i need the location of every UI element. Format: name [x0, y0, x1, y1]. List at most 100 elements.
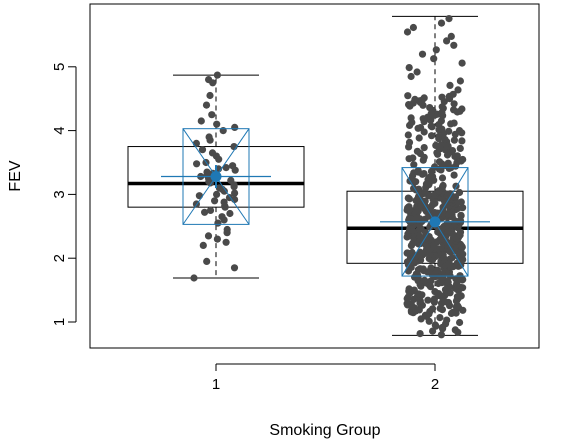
data-point [420, 94, 428, 102]
data-point [206, 206, 215, 214]
y-tick-label: 3 [51, 190, 68, 198]
data-point [414, 167, 422, 175]
data-point [437, 19, 446, 27]
x-tick-label: 1 [212, 376, 220, 393]
data-point [428, 132, 436, 140]
data-point [202, 101, 211, 109]
data-point [411, 95, 419, 103]
data-point [214, 219, 222, 227]
data-point [449, 90, 457, 98]
data-point [193, 160, 201, 168]
data-point [453, 152, 461, 160]
data-point [449, 308, 457, 316]
data-point [448, 147, 457, 155]
data-point [427, 122, 435, 130]
data-point [405, 285, 413, 293]
data-point [222, 238, 230, 246]
data-point [446, 190, 454, 198]
data-point [422, 241, 430, 249]
data-point [450, 171, 458, 179]
data-point [420, 144, 428, 152]
data-point [404, 194, 412, 202]
data-point [455, 127, 464, 135]
data-point [408, 248, 416, 257]
data-point [407, 114, 415, 122]
y-tick-label: 1 [51, 318, 68, 326]
data-point [213, 235, 221, 243]
data-point [213, 71, 221, 79]
data-point [424, 296, 432, 304]
data-point [223, 225, 231, 234]
data-point [458, 137, 466, 145]
data-point [403, 28, 412, 36]
data-point [450, 100, 458, 108]
data-point [433, 266, 441, 274]
data-point [445, 15, 453, 23]
data-point [195, 192, 203, 200]
data-point [457, 198, 465, 206]
data-point [197, 117, 205, 125]
data-point [430, 55, 438, 63]
data-point [405, 203, 413, 211]
mean-overlay-layer [161, 128, 490, 277]
data-point [416, 330, 424, 338]
data-point [448, 254, 456, 262]
data-point [427, 264, 435, 272]
data-point [443, 316, 451, 324]
data-point [203, 257, 211, 265]
data-point [208, 111, 216, 119]
data-point [444, 159, 452, 167]
data-point [420, 276, 429, 284]
data-point [445, 127, 453, 135]
data-point [205, 76, 213, 84]
data-point [457, 211, 465, 219]
data-point [203, 168, 211, 176]
data-point [227, 176, 235, 184]
data-point [413, 147, 421, 155]
data-point [416, 248, 424, 256]
data-point [456, 144, 464, 152]
data-point [431, 163, 439, 171]
data-point [220, 198, 228, 206]
data-point [231, 189, 239, 197]
data-point [458, 105, 466, 113]
data-point [208, 149, 217, 157]
data-point [459, 155, 467, 164]
data-point [201, 208, 209, 216]
data-point [206, 91, 214, 100]
data-point [431, 288, 439, 296]
data-point [231, 123, 239, 131]
data-point [438, 174, 447, 182]
data-point [213, 120, 221, 128]
data-point [192, 139, 200, 147]
data-point [443, 219, 451, 227]
data-point [416, 265, 424, 273]
data-point [219, 127, 227, 135]
data-point [413, 68, 421, 76]
data-point [450, 136, 458, 144]
data-point [405, 138, 414, 146]
mean-point [210, 171, 222, 183]
data-point [403, 300, 411, 308]
data-point [410, 161, 418, 169]
data-point [435, 158, 444, 166]
data-point [204, 232, 213, 240]
data-point [450, 106, 458, 114]
data-point [432, 46, 440, 54]
data-point [229, 162, 237, 170]
data-point [437, 331, 445, 339]
x-axis-title: Smoking Group [269, 422, 380, 439]
data-point [198, 146, 207, 154]
y-tick-label: 2 [51, 254, 68, 262]
data-point [415, 134, 423, 142]
data-point [432, 141, 440, 149]
data-point [205, 133, 213, 141]
mean-point [429, 216, 441, 228]
data-point [436, 314, 444, 322]
data-point [457, 292, 465, 300]
data-point [418, 50, 427, 58]
data-point [459, 204, 467, 212]
data-point [450, 119, 458, 127]
data-point [458, 59, 466, 67]
